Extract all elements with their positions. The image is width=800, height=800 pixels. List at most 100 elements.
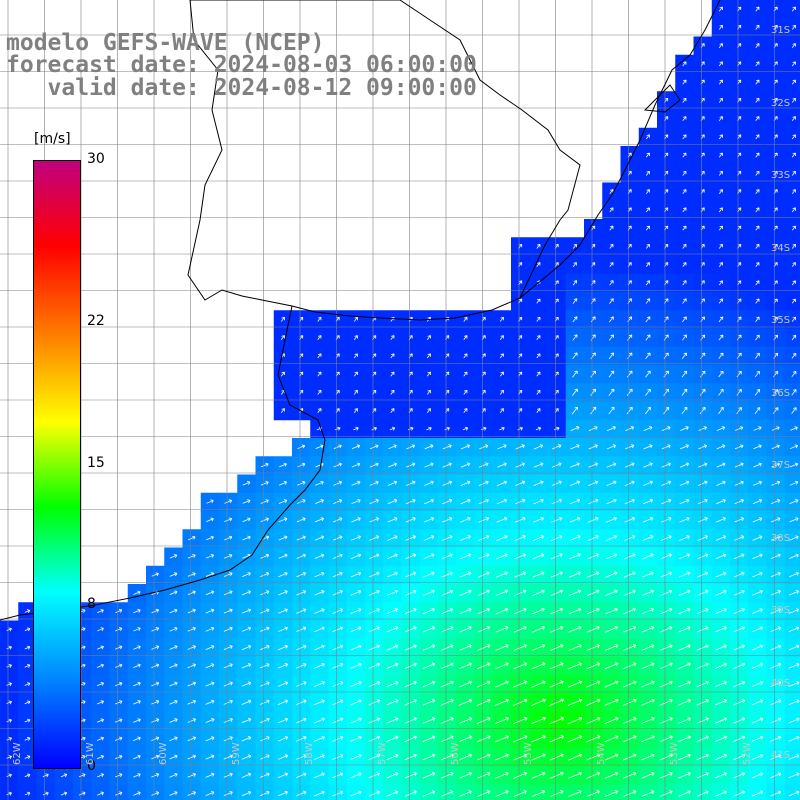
wind-arrow [423,571,435,578]
wind-arrow [477,771,491,779]
wind-arrow [623,571,636,578]
wind-arrow [332,608,343,614]
wind-arrow [514,535,526,541]
wind-arrow [295,699,307,706]
wind-arrow [458,698,473,706]
wind-arrow [682,298,687,304]
wind-arrow [6,645,12,650]
wind-arrow [696,644,709,651]
wind-arrow [586,680,601,688]
wind-arrow [661,462,671,468]
wind-arrow [96,773,104,778]
wind-arrow [549,662,564,670]
wind-arrow [463,389,468,395]
wind-arrow [368,589,380,596]
wind-arrow [351,444,361,450]
field-cell [638,784,658,800]
wind-arrow [770,571,781,578]
field-cell [219,784,238,800]
field-cell [784,91,800,110]
field-cell [511,784,530,800]
wind-arrow [641,753,655,761]
wind-arrow [151,736,160,742]
wind-arrow [187,554,196,559]
wind-arrow [716,480,726,486]
wind-arrow [460,480,471,486]
wind-arrow [734,462,744,468]
wind-arrow [753,462,762,468]
wind-arrow [405,517,416,523]
wind-arrow [567,698,583,706]
wind-arrow [641,644,655,651]
wind-arrow [678,626,691,633]
field-cell [456,784,475,800]
wind-arrow [280,316,285,322]
wind-arrow [751,662,764,669]
wind-arrow [552,444,562,450]
wind-arrow [242,535,251,541]
wind-arrow [205,590,215,596]
wind-arrow [441,626,454,633]
field-cell [766,784,786,800]
wind-arrow [332,571,343,578]
wind-arrow [297,462,306,468]
wind-arrow [549,680,564,688]
wind-arrow [791,352,797,359]
wind-arrow [463,316,468,322]
wind-arrow [791,316,797,322]
wind-arrow [515,444,525,450]
wind-arrow [734,517,745,523]
wind-arrow [317,353,322,359]
wind-arrow [532,571,545,578]
field-cell [784,127,800,147]
wind-arrow [716,426,726,431]
wind-arrow [278,590,288,596]
wind-arrow [406,444,416,450]
wind-arrow [259,736,270,742]
wind-arrow [752,571,763,578]
wind-arrow [476,680,491,688]
wind-arrow [791,407,797,414]
wind-arrow [567,735,583,743]
wind-arrow [718,207,723,213]
wind-arrow [645,225,650,231]
wind-arrow [459,607,472,615]
wind-arrow [295,735,307,742]
wind-arrow [770,699,782,706]
wind-arrow [277,736,289,742]
field-cell [784,401,800,421]
wind-arrow [645,207,650,213]
wind-arrow [96,736,104,741]
wind-arrow [386,772,399,779]
wind-arrow [241,699,252,705]
wind-arrow [423,553,435,560]
wind-arrow [678,662,691,669]
wind-arrow [770,772,782,779]
wind-arrow [187,681,197,687]
wind-arrow [24,682,31,687]
wind-arrow [645,370,651,378]
wind-arrow [260,517,269,523]
wind-arrow [332,735,344,742]
wind-arrow [477,626,491,633]
wind-arrow [586,662,601,670]
wind-arrow [133,773,141,778]
wind-arrow [205,791,215,796]
wind-arrow [642,535,654,541]
wind-arrow [771,517,781,523]
wind-arrow [369,517,380,523]
wind-arrow [314,535,325,541]
field-cell [401,784,421,800]
wind-arrow [718,24,723,30]
wind-arrow [115,791,123,796]
wind-arrow [24,773,31,778]
wind-arrow [259,663,270,669]
field-cell [237,784,256,800]
wind-arrow [169,699,178,705]
wind-arrow [423,589,435,596]
wind-arrow [499,389,504,395]
wind-arrow [682,316,687,323]
wind-arrow [314,754,325,760]
wind-arrow [442,516,453,523]
wind-arrow [770,735,782,742]
